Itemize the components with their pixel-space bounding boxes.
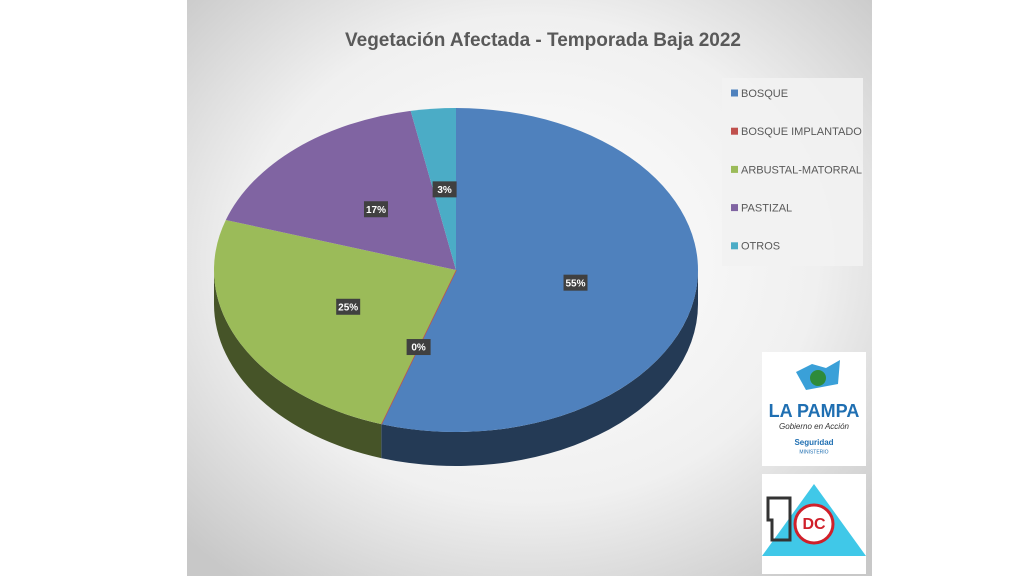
pie: 55% 0% 25% 17% 3%: [214, 108, 698, 466]
legend-label: BOSQUE: [741, 88, 788, 100]
data-label: 17%: [366, 205, 386, 216]
data-label: 25%: [338, 302, 358, 313]
data-label-box: [363, 201, 388, 218]
data-label-box: [563, 274, 588, 291]
legend-items: BOSQUE BOSQUE IMPLANTADO ARBUSTAL-MATORRAL…: [731, 88, 862, 253]
legend-label: PASTIZAL: [741, 203, 792, 215]
data-label: 0%: [411, 343, 426, 354]
data-label-box: [432, 181, 457, 198]
slice-side: [381, 270, 698, 466]
legend: [722, 78, 863, 266]
slice: [214, 219, 456, 425]
data-label-box: [336, 298, 361, 315]
slice: [380, 269, 457, 425]
legend-swatch: [731, 165, 738, 173]
logo-dc: DC: [762, 474, 866, 574]
data-label: 3%: [437, 185, 452, 196]
logo-text: Seguridad: [794, 438, 833, 447]
slice: [225, 110, 456, 270]
logo-outline: [766, 496, 792, 542]
legend-label: BOSQUE IMPLANTADO: [741, 126, 862, 138]
legend-label: OTROS: [741, 241, 780, 253]
slice: [381, 108, 698, 433]
legend-swatch: [731, 89, 738, 97]
legend-swatch: [731, 204, 738, 212]
chart-title: Vegetación Afectada - Temporada Baja 202…: [345, 30, 741, 51]
data-label: 55%: [566, 278, 586, 289]
legend-label: ARBUSTAL-MATORRAL: [741, 164, 862, 176]
logo-la-pampa: LA PAMPA Gobierno en Acción Seguridad MI…: [762, 352, 866, 466]
logo-tree: [810, 370, 826, 386]
legend-swatch: [731, 127, 738, 135]
logo-text: LA PAMPA: [769, 401, 860, 421]
logo-circle: [793, 503, 835, 545]
logo-text: DC: [802, 516, 826, 533]
logo-text: MINISTERIO: [799, 449, 828, 455]
slice-side: [214, 270, 382, 459]
data-label-box: [406, 339, 431, 356]
logo-text: Gobierno en Acción: [779, 422, 850, 431]
legend-swatch: [731, 242, 738, 250]
